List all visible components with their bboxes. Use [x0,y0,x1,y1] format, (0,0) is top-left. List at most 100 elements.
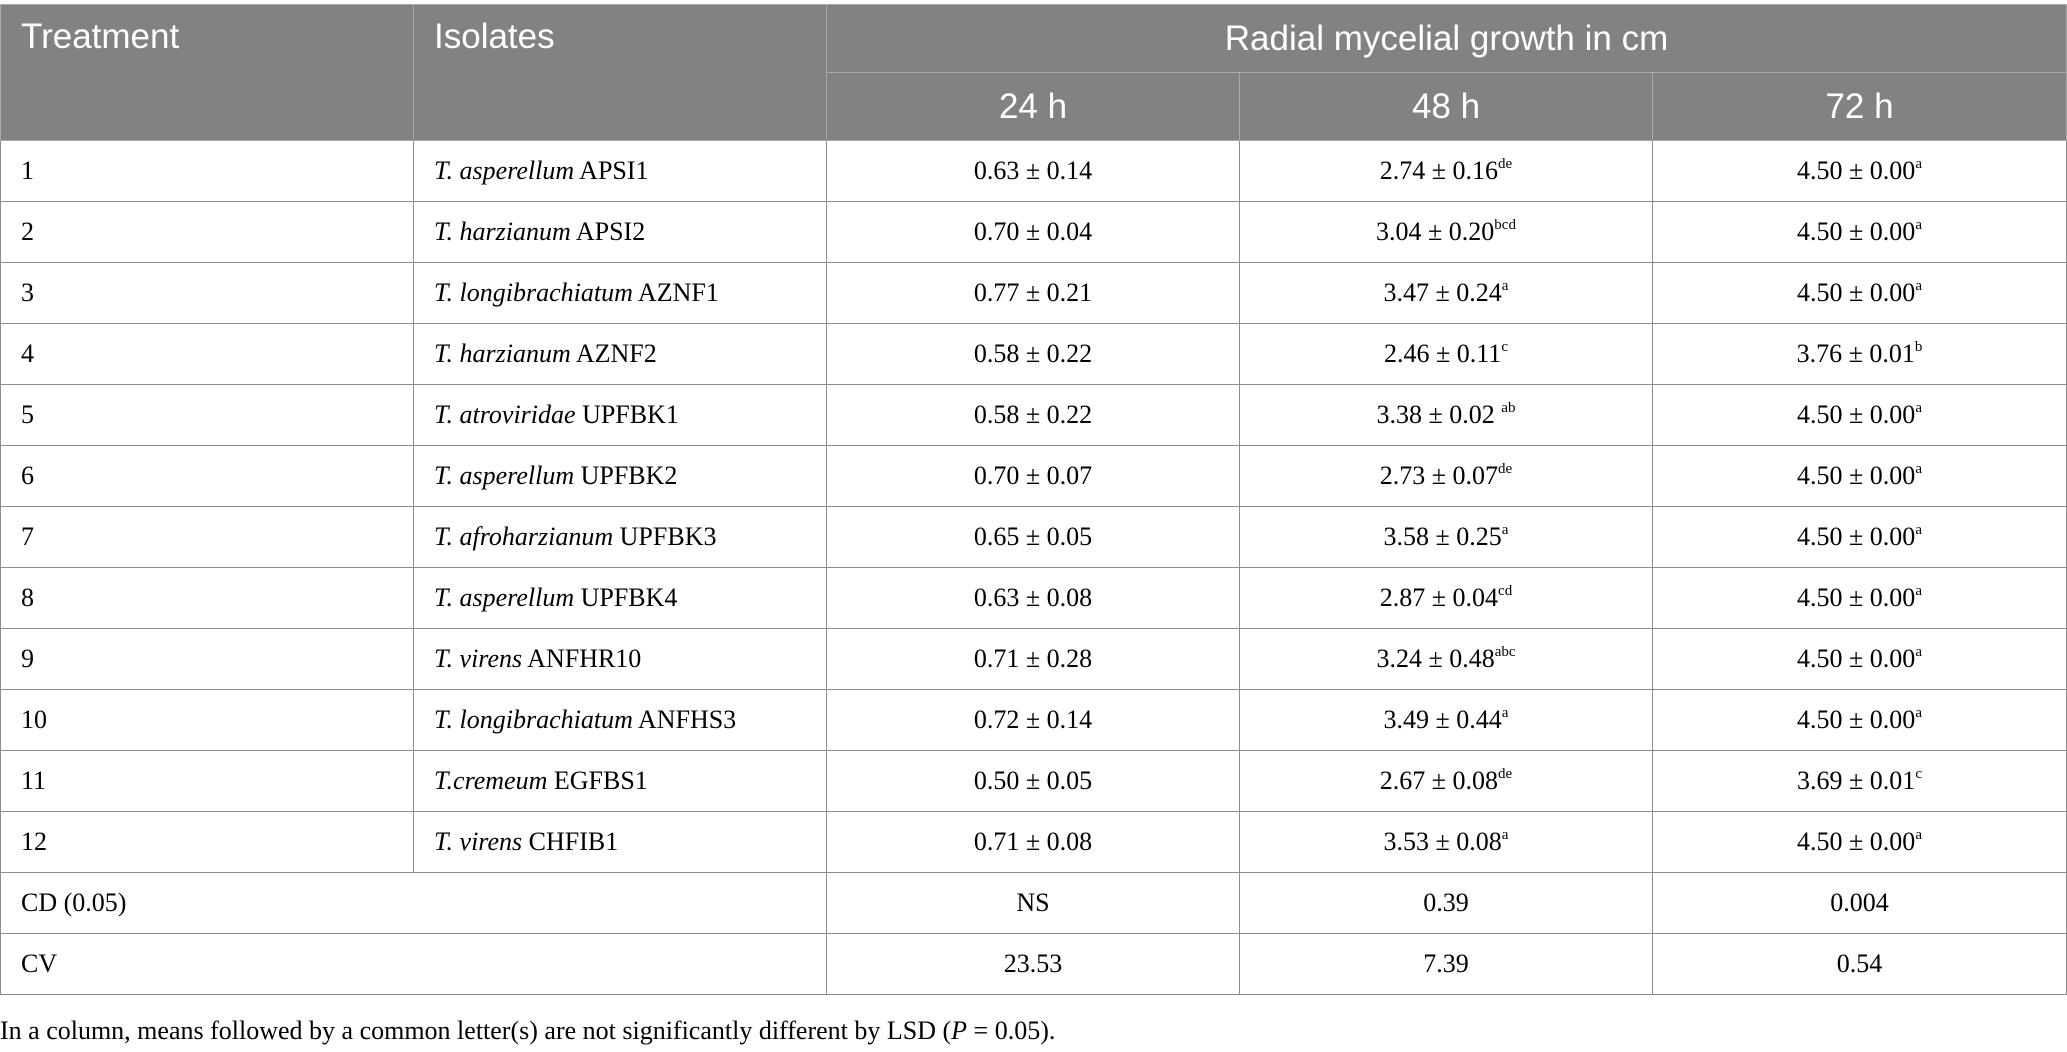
letter-72h: a [1915,705,1922,721]
letter-48h: a [1501,705,1509,721]
letter-72h: a [1915,583,1922,599]
value-72h: 4.50 ± 0.00 [1797,400,1916,429]
value-48h: 3.49 ± 0.44 [1383,705,1502,734]
table-row: 2 T. harzianum APSI2 0.70 ± 0.04 3.04 ± 0.2… [0,201,2067,263]
value-72h: 4.50 ± 0.00 [1797,522,1916,551]
cell-72h: 3.76 ± 0.01b [1651,323,2067,385]
letter-48h: bcd [1494,217,1516,233]
value-48h: 2.73 ± 0.07 [1379,461,1499,490]
table-row: 10 T. longibrachiatum ANFHS3 0.72 ± 0.14 3.… [0,689,2067,751]
value-48h: 3.58 ± 0.25 [1383,522,1502,551]
isolate-species: T. asperellum [434,461,575,490]
cell-72h: 3.69 ± 0.01c [1651,750,2067,812]
cell-treatment: 1 [0,140,414,202]
letter-48h: c [1501,339,1508,355]
cell-24h: 0.70 ± 0.04 [826,201,1240,263]
cell-48h: 2.87 ± 0.04cd [1239,567,1653,629]
table-row: 9 T. virens ANFHR10 0.71 ± 0.28 3.24 ± 0.48… [0,628,2067,690]
results-table: Treatment Isolates Radial mycelial growt… [0,4,2067,995]
isolate-species: T. afroharzianum [434,522,614,551]
cell-24h: 0.71 ± 0.28 [826,628,1240,690]
isolate-strain: UPFBK4 [574,583,678,612]
cell-48h: 3.49 ± 0.44a [1239,689,1653,751]
header-treatment: Treatment [0,4,414,141]
isolate-strain: ANFHR10 [522,644,642,673]
letter-48h: a [1501,827,1509,843]
isolate-species: T. atroviridae [434,400,576,429]
footnote-p-symbol: P [951,1016,968,1045]
cell-treatment: 3 [0,262,414,324]
letter-72h: a [1915,156,1922,172]
cell-treatment: 8 [0,567,414,629]
isolate-species: T. harzianum [434,339,571,368]
cell-72h: 4.50 ± 0.00a [1651,689,2067,751]
cell-treatment: 11 [0,750,414,812]
letter-72h: a [1915,827,1922,843]
cell-treatment: 9 [0,628,414,690]
cell-treatment: 6 [0,445,414,507]
cell-48h: 3.53 ± 0.08a [1239,811,1653,873]
isolate-species: T. asperellum [434,583,575,612]
cell-24h: 0.50 ± 0.05 [826,750,1240,812]
letter-48h: a [1501,278,1509,294]
value-72h: 3.76 ± 0.01 [1796,339,1915,368]
cell-48h: 2.67 ± 0.08de [1239,750,1653,812]
cell-isolate: T. longibrachiatum AZNF1 [413,262,827,324]
cell-72h: 4.50 ± 0.00a [1651,567,2067,629]
table-row: 6 T. asperellum UPFBK2 0.70 ± 0.07 2.73 ± 0… [0,445,2067,507]
cell-isolate: T. virens CHFIB1 [413,811,827,873]
cell-isolate: T. harzianum APSI2 [413,201,827,263]
table-row: 5 T. atroviridae UPFBK1 0.58 ± 0.22 3.38 ± … [0,384,2067,446]
value-72h: 4.50 ± 0.00 [1797,217,1916,246]
cell-48h: 2.74 ± 0.16de [1239,140,1653,202]
cell-treatment: 2 [0,201,414,263]
cell-48h: 3.24 ± 0.48abc [1239,628,1653,690]
letter-72h: a [1915,461,1922,477]
value-48h: 2.74 ± 0.16 [1379,156,1499,185]
cell-treatment: 10 [0,689,414,751]
isolate-species: T. asperellum [434,156,575,185]
summary-72h: 0.004 [1651,872,2067,934]
isolate-species: T. harzianum [434,217,571,246]
cell-24h: 0.72 ± 0.14 [826,689,1240,751]
value-48h: 3.04 ± 0.20 [1376,217,1495,246]
cell-24h: 0.63 ± 0.14 [826,140,1240,202]
isolate-strain: APSI2 [570,217,646,246]
cell-treatment: 4 [0,323,414,385]
cell-isolate: T.cremeum EGFBS1 [413,750,827,812]
cell-24h: 0.58 ± 0.22 [826,323,1240,385]
cell-24h: 0.70 ± 0.07 [826,445,1240,507]
cell-72h: 4.50 ± 0.00a [1651,811,2067,873]
summary-label: CD (0.05) [0,872,827,934]
isolate-strain: APSI1 [574,156,649,185]
cell-72h: 4.50 ± 0.00a [1651,445,2067,507]
cell-72h: 4.50 ± 0.00a [1651,201,2067,263]
isolate-strain: UPFBK2 [574,461,678,490]
table-row: 11 T.cremeum EGFBS1 0.50 ± 0.05 2.67 ± 0.08… [0,750,2067,812]
table-row: 1 T. asperellum APSI1 0.63 ± 0.14 2.74 ± 0.… [0,140,2067,202]
value-48h: 3.47 ± 0.24 [1383,278,1502,307]
cell-isolate: T. afroharzianum UPFBK3 [413,506,827,568]
cell-treatment: 12 [0,811,414,873]
cell-isolate: T. asperellum UPFBK4 [413,567,827,629]
cell-isolate: T. virens ANFHR10 [413,628,827,690]
value-72h: 4.50 ± 0.00 [1797,827,1916,856]
cell-48h: 3.58 ± 0.25a [1239,506,1653,568]
summary-48h: 0.39 [1239,872,1653,934]
cell-72h: 4.50 ± 0.00a [1651,628,2067,690]
summary-72h: 0.54 [1651,933,2067,995]
isolate-strain: ANFHS3 [632,705,737,734]
summary-row: CV 23.53 7.39 0.54 [0,933,2067,995]
letter-72h: a [1915,400,1922,416]
summary-24h: 23.53 [826,933,1240,995]
cell-24h: 0.71 ± 0.08 [826,811,1240,873]
table-row: 12 T. virens CHFIB1 0.71 ± 0.08 3.53 ± 0.08… [0,811,2067,873]
letter-48h: ab [1501,400,1516,416]
table-row: 4 T. harzianum AZNF2 0.58 ± 0.22 2.46 ± 0.1… [0,323,2067,385]
isolate-strain: CHFIB1 [522,827,619,856]
letter-72h: a [1915,217,1922,233]
table-header: Treatment Isolates Radial mycelial growt… [0,4,2067,141]
cell-isolate: T. asperellum APSI1 [413,140,827,202]
letter-48h: de [1498,461,1513,477]
isolate-strain: EGFBS1 [547,766,648,795]
